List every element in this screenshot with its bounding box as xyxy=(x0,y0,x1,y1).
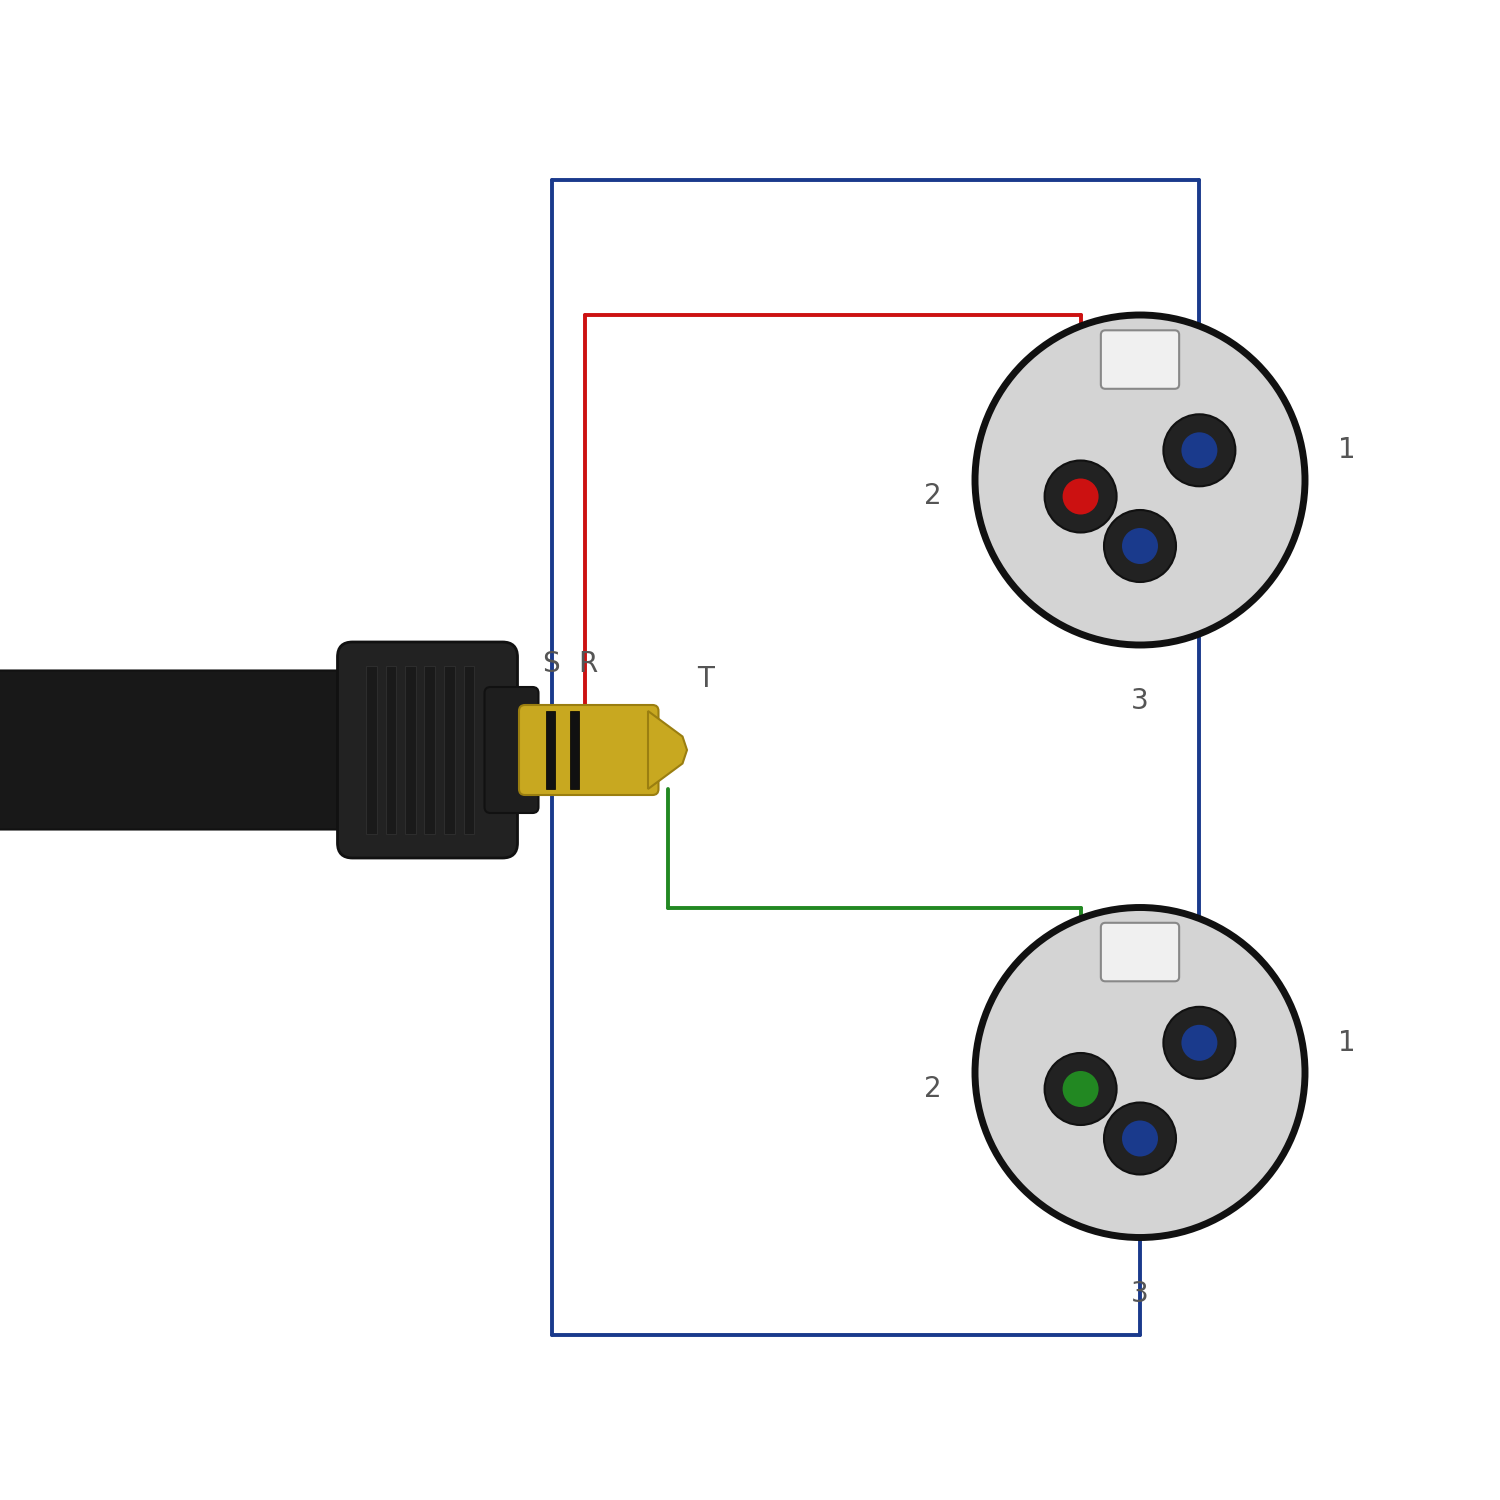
Text: 2: 2 xyxy=(924,483,942,510)
Circle shape xyxy=(1122,1120,1158,1156)
Circle shape xyxy=(1044,1053,1116,1125)
Circle shape xyxy=(1182,1024,1218,1060)
FancyBboxPatch shape xyxy=(519,705,658,795)
Bar xyxy=(570,711,579,789)
Bar xyxy=(444,666,454,834)
Circle shape xyxy=(1122,528,1158,564)
FancyBboxPatch shape xyxy=(484,687,538,813)
Bar xyxy=(464,666,474,834)
Circle shape xyxy=(1164,414,1236,486)
Circle shape xyxy=(1062,1071,1098,1107)
Text: S: S xyxy=(542,650,560,678)
Bar xyxy=(546,711,555,789)
Text: 1: 1 xyxy=(1338,436,1356,465)
Text: 2: 2 xyxy=(924,1076,942,1102)
Text: R: R xyxy=(579,650,597,678)
Bar xyxy=(405,666,416,834)
Circle shape xyxy=(975,315,1305,645)
FancyBboxPatch shape xyxy=(1101,922,1179,981)
Text: 1: 1 xyxy=(1338,1029,1356,1057)
Bar xyxy=(366,666,376,834)
Text: 3: 3 xyxy=(1131,687,1149,716)
Circle shape xyxy=(1104,1102,1176,1174)
Circle shape xyxy=(1044,460,1116,532)
Circle shape xyxy=(1182,432,1218,468)
Bar xyxy=(386,666,396,834)
Bar xyxy=(424,666,435,834)
Circle shape xyxy=(1062,478,1098,514)
Text: 3: 3 xyxy=(1131,1280,1149,1308)
FancyBboxPatch shape xyxy=(0,670,417,830)
Polygon shape xyxy=(648,711,687,789)
FancyBboxPatch shape xyxy=(1101,330,1179,388)
Circle shape xyxy=(975,908,1305,1238)
FancyBboxPatch shape xyxy=(338,642,518,858)
Text: T: T xyxy=(698,664,714,693)
Circle shape xyxy=(1104,510,1176,582)
Circle shape xyxy=(1164,1007,1236,1078)
